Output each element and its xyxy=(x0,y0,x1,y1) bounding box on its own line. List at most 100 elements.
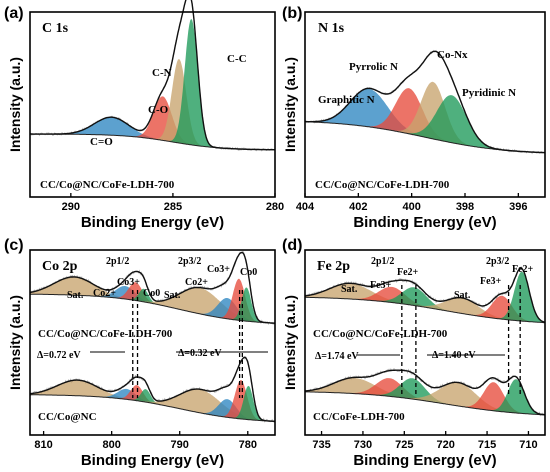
sample-label: CC/Co@NC xyxy=(38,411,97,423)
peak-label: Co2+ xyxy=(93,288,116,299)
peak-label: 2p3/2 xyxy=(178,256,201,267)
panel-letter: (c) xyxy=(4,237,24,254)
peak-label: Fe3+ xyxy=(480,276,502,287)
peak-co0 xyxy=(30,385,275,422)
plot-frame xyxy=(304,249,546,436)
peak-fe2- xyxy=(305,271,545,323)
sample-label: CC/Co@NC/CoFe-LDH-700 xyxy=(315,179,450,191)
x-tick-label: 725 xyxy=(395,439,413,451)
panel-b: 404 402 400 398 396 Binding Energy (eV) Intens… xyxy=(282,5,546,231)
peak-sat- xyxy=(30,276,275,324)
panel-c: 810 800 790 780 Binding Energy (eV) Intensity… xyxy=(4,237,276,469)
peak-c-o xyxy=(30,117,275,150)
peak-label: C-N xyxy=(152,67,172,79)
peak-label: Co3+ xyxy=(117,277,140,288)
peak-co2- xyxy=(30,294,275,324)
peak-label: Co-Nx xyxy=(437,49,468,61)
x-tick-label: 290 xyxy=(62,201,80,213)
peak-sat- xyxy=(30,380,275,422)
x-tick-label: 735 xyxy=(312,439,330,451)
peak-label: Graphitic N xyxy=(318,94,375,106)
peak-label: Sat. xyxy=(67,290,84,301)
peak-graphitic-n xyxy=(305,88,545,153)
peak-co0 xyxy=(30,287,275,324)
element-label: C 1s xyxy=(42,21,69,36)
baseline-curve xyxy=(30,293,275,324)
fit-envelope xyxy=(304,267,546,323)
peak-label: Co3+ xyxy=(207,264,230,275)
panel-a: 290 285 280 Binding Energy (eV) Intensity (a… xyxy=(4,0,284,231)
peak-label: Pyridinic N xyxy=(462,87,516,99)
shift-label: Δ=0.72 eV xyxy=(37,350,81,361)
peak-label: Fe2+ xyxy=(397,267,419,278)
x-axis-title: Binding Energy (eV) xyxy=(81,214,224,231)
sample-label: CC/CoFe-LDH-700 xyxy=(313,411,405,423)
plot-frame xyxy=(29,11,276,198)
peak-label: Sat. xyxy=(164,290,181,301)
peak-label: Pyrrolic N xyxy=(349,61,398,73)
x-tick-label: 398 xyxy=(456,201,474,213)
x-tick-label: 715 xyxy=(478,439,496,451)
x-tick-label: 396 xyxy=(509,201,527,213)
baseline-curve xyxy=(29,394,276,422)
shift-label: Δ=1.40 eV xyxy=(432,350,476,361)
peak-label: Fe2+ xyxy=(512,264,534,275)
element-label: Co 2p xyxy=(42,259,78,274)
peak-label: Co0 xyxy=(143,288,160,299)
peak-label: Sat. xyxy=(454,290,471,301)
fit-envelope xyxy=(305,50,546,154)
x-tick-label: 404 xyxy=(296,201,315,213)
sample-label: CC/Co@NC/CoFe-LDH-700 xyxy=(38,328,173,340)
baseline-curve xyxy=(304,391,545,416)
panel-d: 735 730 725 720 715 710 Binding Energy (eV) Int… xyxy=(282,237,546,469)
peak-label: Fe3+ xyxy=(370,280,392,291)
peak-fe2- xyxy=(305,379,545,415)
element-label: N 1s xyxy=(318,21,345,36)
peak-sat- xyxy=(305,283,545,323)
panel-letter: (b) xyxy=(282,5,302,22)
fit-envelope xyxy=(30,0,276,151)
peak-label: C-O xyxy=(148,104,169,116)
peak-fe3- xyxy=(305,295,545,323)
x-tick-label: 730 xyxy=(354,439,372,451)
peak-label: Co0 xyxy=(240,267,257,278)
peak-label: Sat. xyxy=(341,284,358,295)
shift-label: Δ=0.32 eV xyxy=(178,348,222,359)
x-tick-label: 800 xyxy=(102,439,120,451)
fit-envelope xyxy=(304,369,546,416)
x-axis-title: Binding Energy (eV) xyxy=(353,214,496,231)
x-axis-title: Binding Energy (eV) xyxy=(353,452,496,469)
peak-label: C=O xyxy=(90,136,113,148)
peak-label: 2p1/2 xyxy=(106,256,129,267)
panel-letter: (a) xyxy=(4,5,24,22)
peak-label: 2p1/2 xyxy=(371,256,394,267)
peak-co-nx xyxy=(305,81,545,153)
peak-label: 2p3/2 xyxy=(486,256,509,267)
fit-envelope xyxy=(29,251,276,324)
x-tick-label: 402 xyxy=(349,201,367,213)
peak-fe3- xyxy=(305,382,545,415)
plot-frame xyxy=(304,11,546,198)
fit-envelope xyxy=(29,356,275,422)
x-axis-title: Binding Energy (eV) xyxy=(81,452,224,469)
x-tick-label: 720 xyxy=(437,439,455,451)
y-axis-title: Intensity (a.u.) xyxy=(7,295,23,390)
x-tick-label: 810 xyxy=(34,439,52,451)
sample-label: CC/Co@NC/CoFe-LDH-700 xyxy=(313,328,448,340)
peak-sat- xyxy=(305,378,545,415)
peak-c-o xyxy=(30,96,275,150)
sample-label: CC/Co@NC/CoFe-LDH-700 xyxy=(40,179,175,191)
plot-frame xyxy=(29,249,276,436)
x-tick-label: 400 xyxy=(402,201,420,213)
y-axis-title: Intensity (a.u.) xyxy=(282,57,298,152)
element-label: Fe 2p xyxy=(317,259,350,274)
peak-label: C-C xyxy=(227,53,247,65)
x-tick-label: 285 xyxy=(164,201,182,213)
peak-label: Co2+ xyxy=(185,277,208,288)
x-tick-label: 790 xyxy=(171,439,189,451)
peak-co2- xyxy=(30,394,275,422)
baseline-curve xyxy=(305,296,545,324)
peak-fe2- xyxy=(305,287,545,323)
panel-letter: (d) xyxy=(282,237,302,254)
